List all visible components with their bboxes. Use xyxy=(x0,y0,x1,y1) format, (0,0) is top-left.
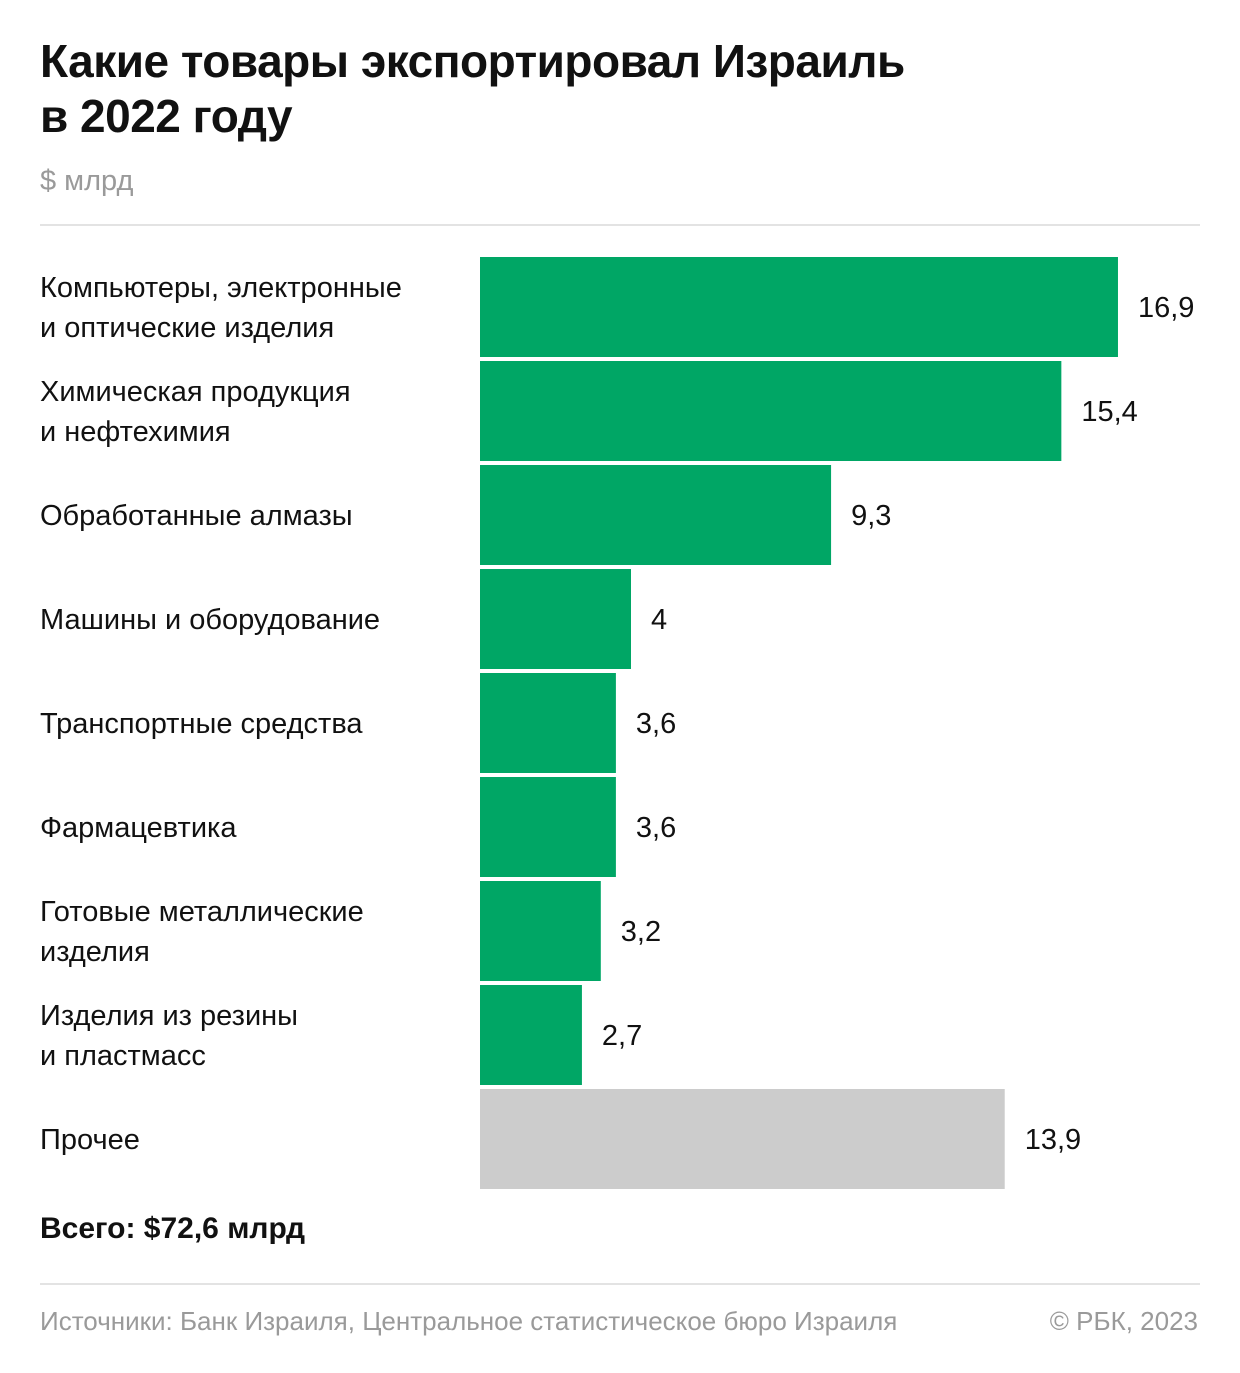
value-label-5: 3,6 xyxy=(636,812,676,844)
copyright-text: © РБК, 2023 xyxy=(1049,1306,1198,1336)
value-label-3: 4 xyxy=(651,604,667,636)
bar-1 xyxy=(480,361,1062,461)
category-label-2: Обработанные алмазы xyxy=(40,500,353,532)
value-label-0: 16,9 xyxy=(1138,292,1194,324)
bar-3 xyxy=(480,569,631,669)
category-label-4: Транспортные средства xyxy=(40,708,363,740)
category-label-7: Изделия из резины и пластмасс xyxy=(40,1000,298,1072)
category-label-3: Машины и оборудование xyxy=(40,604,380,636)
bar-6 xyxy=(480,881,601,981)
value-label-2: 9,3 xyxy=(851,500,891,532)
value-label-1: 15,4 xyxy=(1081,396,1137,428)
total-label: Всего: $72,6 млрд xyxy=(40,1212,306,1245)
bar-4 xyxy=(480,673,616,773)
bar-2 xyxy=(480,465,832,565)
category-label-0: Компьютеры, электронные и оптические изде… xyxy=(40,272,402,344)
category-label-5: Фармацевтика xyxy=(40,812,237,844)
bar-7 xyxy=(480,985,582,1085)
category-label-1: Химическая продукция и нефтехимия xyxy=(40,376,351,448)
value-label-8: 13,9 xyxy=(1025,1124,1081,1156)
unit-label: $ млрд xyxy=(40,165,134,197)
category-label-8: Прочее xyxy=(40,1124,140,1156)
chart-title: Какие товары экспортировал Израиль в 202… xyxy=(40,35,905,142)
bar-0 xyxy=(480,257,1118,357)
value-label-4: 3,6 xyxy=(636,708,676,740)
source-text: Источники: Банк Израиля, Центральное ста… xyxy=(40,1306,898,1336)
bar-5 xyxy=(480,777,616,877)
bottom-divider xyxy=(40,1283,1200,1285)
category-label-6: Готовые металлические изделия xyxy=(40,896,364,968)
value-label-7: 2,7 xyxy=(602,1020,642,1052)
value-label-6: 3,2 xyxy=(621,916,661,948)
top-divider xyxy=(40,224,1200,226)
bar-8 xyxy=(480,1089,1005,1189)
